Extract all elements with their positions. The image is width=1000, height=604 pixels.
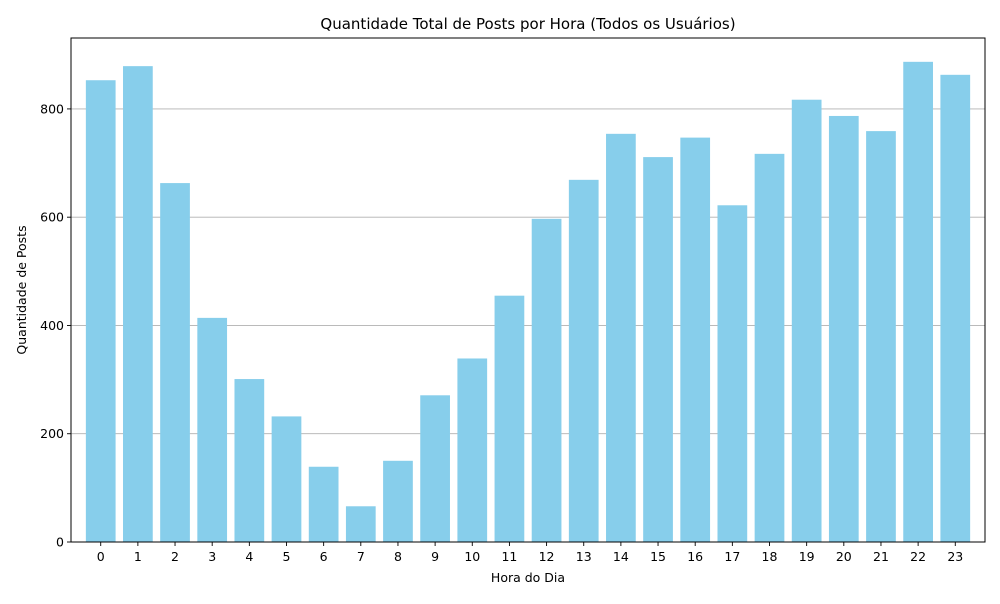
bar-hour-18: [754, 153, 785, 543]
x-tick-label-8: 8: [394, 549, 402, 564]
x-axis-ticks: 0 1 2 3 4 5 6 7 8 9 10 11 12 13 14 15 16 17 18 19 20 21 22 23: [97, 542, 963, 564]
x-tick-label-22: 22: [910, 549, 926, 564]
y-axis-ticks: 0 200 400 600 800: [40, 101, 71, 550]
bar-hour-15: [643, 157, 673, 542]
bar-hour-8: [383, 460, 413, 542]
bar-hour-22: [903, 61, 933, 542]
x-tick-label-6: 6: [320, 549, 328, 564]
x-tick-label-0: 0: [97, 549, 105, 564]
bars: [85, 61, 971, 543]
y-tick-label-400: 400: [40, 318, 64, 333]
bar-hour-7: [345, 506, 376, 542]
chart-title: Quantidade Total de Posts por Hora (Todo…: [320, 15, 735, 33]
bar-hour-12: [531, 218, 562, 543]
y-axis-title: Quantidade de Posts: [14, 225, 29, 354]
x-tick-label-7: 7: [357, 549, 365, 564]
bar-hour-19: [791, 99, 822, 542]
x-tick-label-12: 12: [539, 549, 555, 564]
x-tick-label-1: 1: [134, 549, 142, 564]
x-tick-label-4: 4: [245, 549, 253, 564]
bar-hour-0: [85, 80, 116, 543]
x-tick-label-16: 16: [687, 549, 703, 564]
x-tick-label-9: 9: [431, 549, 439, 564]
x-tick-label-10: 10: [464, 549, 480, 564]
x-tick-label-21: 21: [873, 549, 889, 564]
x-tick-label-19: 19: [799, 549, 815, 564]
bar-hour-10: [457, 358, 488, 542]
x-tick-label-14: 14: [613, 549, 629, 564]
x-tick-label-15: 15: [650, 549, 666, 564]
x-tick-label-3: 3: [208, 549, 216, 564]
bar-hour-20: [828, 115, 859, 542]
x-tick-label-11: 11: [501, 549, 517, 564]
x-tick-label-18: 18: [762, 549, 778, 564]
bar-hour-9: [420, 395, 450, 542]
x-tick-label-13: 13: [576, 549, 592, 564]
bar-hour-1: [123, 66, 153, 542]
y-tick-label-0: 0: [56, 535, 64, 550]
bar-hour-17: [717, 205, 748, 542]
y-tick-label-200: 200: [40, 426, 64, 441]
bar-hour-2: [160, 183, 190, 542]
bar-hour-23: [940, 74, 971, 543]
bar-hour-14: [606, 133, 636, 542]
bar-hour-4: [234, 379, 265, 542]
x-axis-title: Hora do Dia: [491, 570, 565, 585]
x-tick-label-20: 20: [836, 549, 852, 564]
y-tick-label-600: 600: [40, 210, 64, 225]
x-tick-label-17: 17: [724, 549, 740, 564]
y-tick-label-800: 800: [40, 101, 64, 116]
bar-hour-21: [866, 131, 896, 542]
bar-hour-16: [680, 137, 711, 543]
x-tick-label-23: 23: [947, 549, 963, 564]
bar-hour-13: [568, 179, 599, 542]
bar-hour-5: [271, 416, 302, 542]
plot-frame: [70, 37, 986, 543]
bar-hour-6: [308, 466, 339, 542]
bar-hour-3: [197, 317, 228, 542]
bar-hour-11: [494, 295, 525, 542]
x-tick-label-5: 5: [283, 549, 291, 564]
x-tick-label-2: 2: [171, 549, 179, 564]
